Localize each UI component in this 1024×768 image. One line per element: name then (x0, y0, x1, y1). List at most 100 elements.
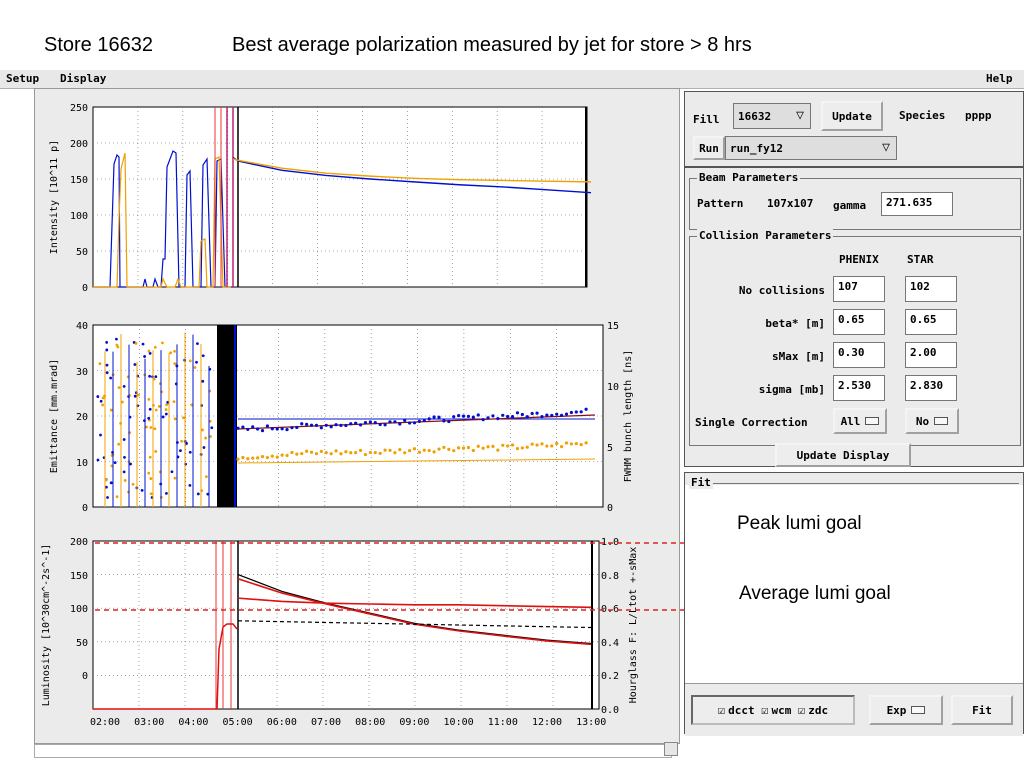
star-column-header: STAR (907, 253, 934, 266)
zdc-label: zdc (808, 703, 829, 717)
emittance-data-point (545, 413, 549, 417)
luminosity-xtick: 02:00 (90, 717, 120, 728)
menu-setup[interactable]: Setup (6, 72, 40, 85)
luminosity-y2label: Hourglass F: L/Ltot +-sMax (628, 547, 639, 704)
emittance-data-point (506, 444, 510, 448)
emittance-noise-point (208, 419, 212, 423)
emittance-noise-point (99, 399, 103, 403)
dcct-checkbox-icon[interactable]: ☑ (717, 703, 726, 717)
emittance-data-point (559, 413, 564, 417)
emittance-noise-point (133, 394, 137, 398)
emittance-noise-point (210, 426, 214, 430)
emittance-data-point (457, 413, 461, 418)
smax-phenix-field[interactable]: 0.30 (833, 342, 885, 368)
emittance-data-point (466, 445, 471, 450)
emittance-data-point (305, 449, 309, 453)
fill-panel: Fill 16632 ▽ Update Species pppp Run run… (684, 91, 1024, 167)
gamma-label: gamma (833, 199, 867, 212)
emittance-noise-point (148, 374, 151, 378)
emittance-noise-point (170, 470, 174, 474)
gamma-field[interactable]: 271.635 (881, 192, 953, 216)
intensity-ytick: 200 (70, 139, 88, 150)
emittance-data-point (363, 452, 368, 457)
fill-select[interactable]: 16632 ▽ (733, 103, 811, 129)
emittance-noise-point (101, 396, 105, 400)
emittance-data-point (550, 413, 554, 418)
emittance-noise-point (149, 477, 153, 480)
emittance-noise-point (153, 345, 157, 349)
emittance-data-point (334, 423, 338, 427)
pattern-label: Pattern (697, 197, 744, 210)
luminosity-ytick: 200 (70, 537, 88, 548)
scroll-arrow-button[interactable] (664, 742, 678, 756)
emittance-data-point (383, 448, 387, 452)
emittance-data-point (584, 407, 588, 411)
emittance-data-point (363, 421, 368, 425)
single-correction-phenix-menu[interactable]: All (833, 408, 887, 434)
update-button[interactable]: Update (821, 101, 883, 131)
menu-help[interactable]: Help (986, 72, 1013, 85)
emittance-data-point (535, 443, 539, 447)
emittance-noise-point (164, 408, 168, 411)
emittance-ytick: 30 (76, 367, 88, 378)
emittance-data-point (564, 412, 569, 416)
intensity-ylabel: Intensity [10^11 p] (49, 140, 60, 254)
emittance-noise-point (109, 408, 113, 412)
store-title: Store 16632 (44, 34, 153, 56)
beta-star-phenix-field[interactable]: 0.65 (833, 309, 885, 335)
sigma-phenix-field[interactable]: 2.530 (833, 375, 885, 401)
emittance-data-point (290, 426, 294, 430)
emittance-noise-point (147, 349, 151, 353)
emittance-noise-point (105, 363, 109, 367)
zdc-checkbox-icon[interactable]: ☑ (797, 703, 806, 717)
emittance-data-point (437, 415, 441, 419)
dcct-label: dcct (728, 703, 755, 717)
emittance-noise-point (147, 397, 151, 401)
emittance-data-point (319, 449, 323, 453)
update-display-button[interactable]: Update Display (775, 443, 911, 467)
dropdown-arrow-icon: ▽ (796, 108, 804, 123)
emittance-data-point (422, 448, 426, 452)
wcm-label: wcm (771, 703, 792, 717)
emittance-noise-point (117, 442, 121, 446)
emittance-ytick: 10 (76, 458, 88, 469)
sigma-star-field[interactable]: 2.830 (905, 375, 957, 401)
beta-star-star-field[interactable]: 0.65 (905, 309, 957, 335)
beam-parameters-group (689, 178, 1021, 230)
luminosity-y2tick: 0.2 (601, 671, 619, 682)
emittance-data-point (398, 422, 402, 426)
no-collisions-star-field[interactable]: 102 (905, 276, 957, 302)
emittance-data-point (295, 425, 299, 430)
plot-area: 250 200 150 100 50 0 Intensity [10^11 p] (34, 88, 680, 744)
smax-star-field[interactable]: 2.00 (905, 342, 957, 368)
emittance-data-point (373, 450, 377, 455)
no-collisions-phenix-field[interactable]: 107 (833, 276, 885, 302)
emittance-data-point (501, 443, 505, 447)
emittance-noise-point (131, 482, 135, 486)
fit-sources-group: ☑ dcct ☑ wcm ☑ zdc (691, 695, 855, 725)
wcm-checkbox-icon[interactable]: ☑ (761, 703, 769, 717)
emittance-data-point (501, 413, 505, 417)
emittance-data-point (432, 415, 436, 419)
luminosity-ytick: 0 (82, 671, 88, 682)
single-correction-star-menu[interactable]: No (905, 408, 959, 434)
fit-function-menu[interactable]: Exp (869, 695, 943, 725)
emittance-yticks: 40 30 20 10 0 (76, 321, 88, 514)
run-select[interactable]: run_fy12 ▽ (725, 136, 897, 160)
emittance-noise-point (129, 462, 132, 466)
emittance-ylabel: Emittance [mm.mrad] (49, 359, 60, 473)
emittance-data-point (280, 427, 284, 431)
emittance-data-point (417, 450, 422, 454)
emittance-noise-point (120, 400, 124, 404)
emittance-data-point (447, 419, 451, 424)
horizontal-scrollbar[interactable] (34, 744, 672, 758)
emittance-data-point (393, 420, 397, 424)
emittance-data-point (574, 441, 578, 446)
emittance-noise-point (201, 379, 205, 383)
emittance-data-point (251, 425, 255, 429)
menu-display[interactable]: Display (60, 72, 107, 85)
emittance-data-point (515, 446, 520, 451)
run-label: Run (693, 136, 725, 160)
luminosity-yticks: 200 150 100 50 0 (70, 537, 88, 682)
fit-button[interactable]: Fit (951, 695, 1013, 725)
